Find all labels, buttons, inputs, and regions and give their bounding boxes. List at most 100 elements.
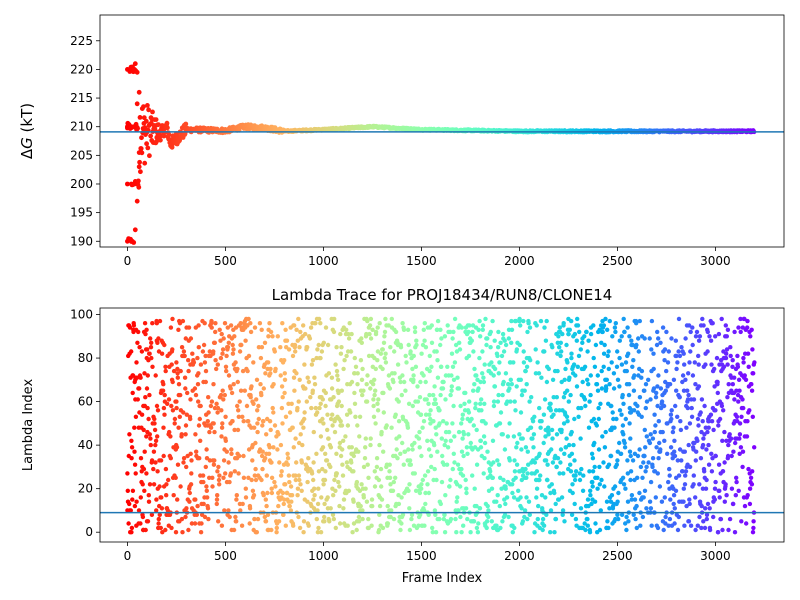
lambda-point: [697, 482, 702, 487]
lambda-point: [663, 521, 668, 526]
lambda-point: [738, 445, 744, 450]
lambda-point: [148, 336, 153, 341]
lambda-point: [216, 519, 221, 524]
lambda-point: [280, 395, 285, 400]
lambda-point: [562, 519, 567, 524]
lambda-point: [232, 334, 237, 339]
lambda-point: [582, 364, 588, 369]
lambda-point: [733, 493, 738, 498]
lambda-point: [579, 466, 584, 472]
lambda-point: [219, 408, 224, 413]
lambda-point: [241, 419, 246, 424]
lambda-point: [557, 471, 562, 476]
lambda-point: [606, 525, 611, 531]
lambda-point: [276, 432, 281, 437]
lambda-point: [585, 516, 590, 522]
lambda-point: [505, 399, 510, 404]
lambda-point: [719, 403, 725, 409]
lambda-point: [620, 475, 626, 480]
lambda-point: [511, 434, 517, 439]
lambda-point: [477, 318, 482, 324]
lambda-point: [750, 530, 756, 535]
lambda-point: [665, 360, 671, 365]
lambda-point: [379, 429, 384, 435]
lambda-point: [282, 358, 287, 363]
lambda-point: [559, 349, 564, 354]
lambda-point: [684, 503, 689, 509]
lambda-point: [591, 355, 596, 361]
lambda-point: [304, 399, 309, 404]
lambda-point: [651, 366, 656, 372]
lambda-point: [643, 469, 648, 474]
lambda-point: [668, 497, 673, 502]
lambda-point: [656, 456, 661, 461]
lambda-point: [148, 436, 153, 441]
lambda-point: [488, 329, 493, 335]
lambda-point: [567, 375, 572, 380]
lambda-point: [507, 421, 512, 426]
lambda-point: [375, 358, 380, 363]
lambda-point: [166, 397, 172, 402]
lambda-point: [218, 355, 224, 361]
lambda-point: [360, 508, 365, 513]
lambda-point: [323, 390, 328, 396]
dg-point: [144, 141, 150, 147]
lambda-point: [185, 390, 190, 396]
lambda-point: [129, 438, 134, 443]
lambda-point: [259, 327, 264, 332]
lambda-point: [233, 514, 238, 520]
lambda-point: [736, 399, 741, 404]
lambda-point: [732, 530, 738, 535]
lambda-points: [125, 316, 757, 535]
lambda-point: [724, 493, 729, 498]
lambda-point: [388, 482, 393, 487]
lambda-point: [708, 338, 714, 343]
lambda-point: [461, 432, 467, 437]
lambda-point: [499, 353, 505, 359]
lambda-point: [259, 392, 264, 398]
lambda-point: [141, 466, 147, 472]
lambda-point: [237, 399, 242, 404]
lambda-point: [569, 429, 574, 435]
lambda-point: [198, 403, 203, 409]
lambda-point: [261, 493, 266, 498]
lambda-point: [187, 490, 192, 496]
lambda-point: [144, 386, 150, 391]
lambda-point: [406, 401, 412, 406]
lambda-point: [143, 395, 148, 400]
lambda-point: [686, 519, 692, 524]
lambda-point: [222, 508, 227, 513]
lambda-point: [423, 345, 429, 350]
lambda-point: [628, 469, 634, 474]
lambda-point: [461, 523, 466, 528]
lambda-point: [200, 473, 206, 478]
lambda-point: [588, 488, 593, 493]
lambda-point: [508, 399, 513, 404]
lambda-point: [381, 340, 387, 345]
lambda-point: [146, 493, 151, 498]
lambda-point: [631, 388, 637, 393]
x-tick-label: 2000: [504, 549, 535, 563]
lambda-point: [315, 508, 320, 513]
lambda-point: [299, 488, 304, 493]
lambda-point: [497, 421, 503, 426]
lambda-point: [612, 425, 617, 430]
lambda-point: [663, 388, 668, 393]
lambda-point: [218, 338, 223, 343]
lambda-point: [200, 349, 206, 354]
lambda-point: [138, 521, 143, 526]
lambda-point: [239, 342, 244, 348]
lambda-point: [666, 479, 671, 485]
lambda-point: [455, 375, 460, 380]
lambda-point: [658, 340, 663, 345]
lambda-point: [705, 501, 711, 507]
lambda-point: [520, 436, 525, 441]
lambda-point: [687, 421, 693, 426]
lambda-point: [435, 449, 440, 454]
dg-point: [136, 184, 142, 190]
lambda-point: [598, 508, 603, 513]
lambda-point: [587, 469, 592, 474]
lambda-point: [475, 530, 481, 535]
lambda-point: [221, 397, 226, 402]
lambda-point: [463, 477, 468, 483]
